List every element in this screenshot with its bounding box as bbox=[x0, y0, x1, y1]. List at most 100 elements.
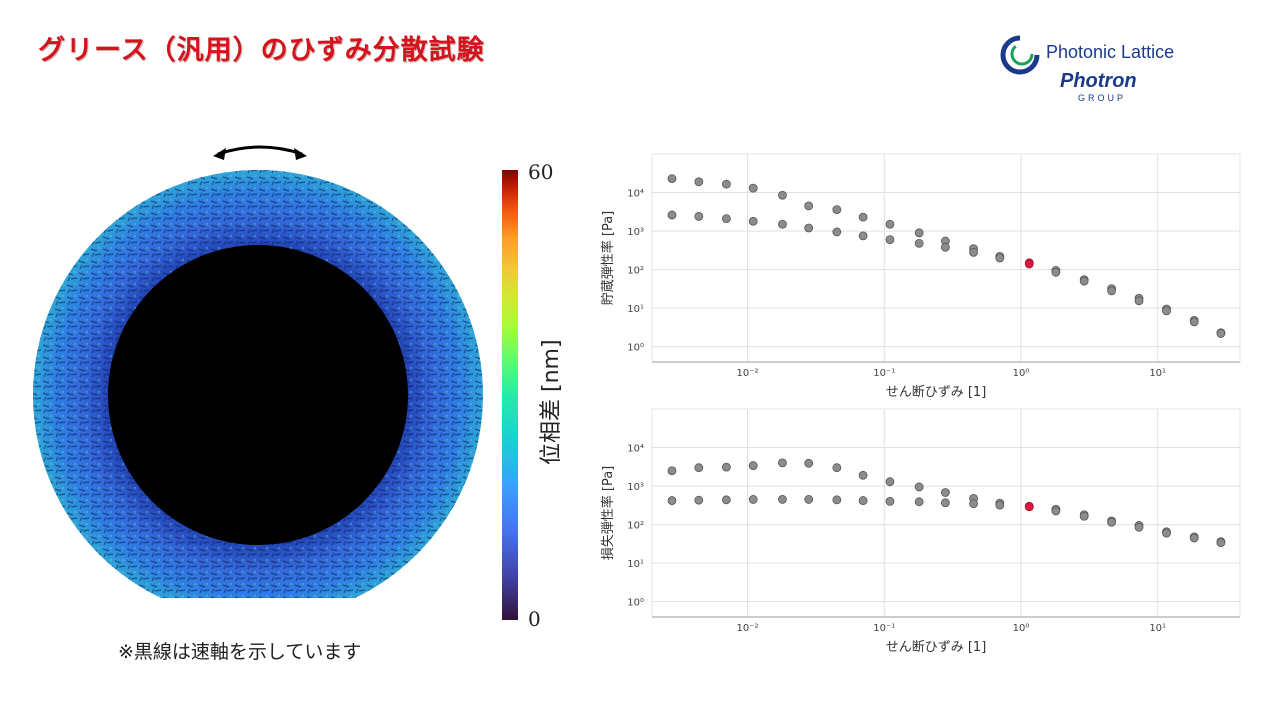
data-point bbox=[914, 497, 924, 507]
data-point bbox=[694, 212, 704, 221]
data-point bbox=[778, 219, 787, 229]
data-point bbox=[832, 205, 842, 215]
data-point bbox=[969, 247, 978, 257]
x-tick-label: 10⁻² bbox=[737, 623, 759, 634]
y-tick-label: 10⁴ bbox=[627, 189, 644, 200]
y-tick-label: 10⁴ bbox=[627, 444, 644, 455]
plot-area bbox=[651, 408, 1241, 618]
data-point bbox=[885, 235, 895, 245]
note-text: ※黒線は速軸を示しています bbox=[118, 641, 362, 663]
data-point bbox=[941, 498, 950, 508]
data-point bbox=[804, 495, 814, 504]
data-point bbox=[914, 482, 924, 492]
data-point bbox=[885, 497, 895, 506]
x-tick-label: 10¹ bbox=[1149, 368, 1166, 379]
data-point bbox=[1134, 296, 1144, 306]
data-point bbox=[748, 216, 758, 226]
y-tick-label: 10⁰ bbox=[627, 343, 644, 354]
data-point bbox=[721, 179, 731, 189]
data-point bbox=[858, 212, 868, 222]
colorbar-label: 位相差 [nm] bbox=[539, 339, 564, 465]
data-point bbox=[748, 461, 758, 470]
colorbar-label-wrap: 位相差 [nm] bbox=[533, 339, 564, 585]
data-point bbox=[995, 500, 1005, 510]
data-point bbox=[914, 228, 924, 238]
data-point bbox=[832, 463, 842, 473]
y-tick-label: 10¹ bbox=[627, 559, 644, 570]
data-point bbox=[667, 210, 677, 220]
y-tick-label: 10³ bbox=[627, 482, 644, 493]
data-point bbox=[1162, 306, 1171, 316]
data-point bbox=[748, 495, 758, 504]
center-shaft bbox=[108, 245, 408, 545]
data-point bbox=[778, 495, 787, 504]
y-tick-label: 10² bbox=[627, 521, 644, 532]
data-point bbox=[721, 214, 731, 224]
logo-text: Photonic Lattice bbox=[1046, 42, 1175, 62]
data-point bbox=[1162, 528, 1171, 538]
x-tick-label: 10⁻¹ bbox=[873, 623, 895, 634]
data-point bbox=[694, 177, 704, 187]
data-point bbox=[858, 470, 868, 480]
data-point bbox=[885, 477, 895, 487]
rotation-arrow-icon bbox=[217, 145, 303, 156]
x-tick-label: 10⁻² bbox=[737, 368, 759, 379]
arrow-head-left bbox=[213, 148, 226, 160]
data-point bbox=[914, 238, 924, 248]
data-point bbox=[721, 462, 731, 472]
x-axis-label: せん断ひずみ [1] bbox=[886, 640, 987, 653]
data-point bbox=[1051, 267, 1061, 277]
data-point bbox=[995, 253, 1005, 263]
arrow-head-right bbox=[294, 148, 307, 160]
data-point bbox=[804, 201, 814, 211]
data-point bbox=[1051, 506, 1061, 516]
y-tick-label: 10⁰ bbox=[627, 598, 644, 609]
data-point bbox=[1107, 517, 1116, 527]
data-point bbox=[721, 495, 731, 505]
storage-modulus-chart: 10⁻² 10⁻¹ 10⁰ 10¹ 10⁰ 10¹ 10² 10³ 10⁴ せん断ひずみ [1] 貯… bbox=[600, 153, 1241, 398]
y-tick-label: 10³ bbox=[627, 227, 644, 238]
colorbar-min-label: 0 bbox=[528, 607, 541, 631]
data-point bbox=[778, 190, 787, 200]
data-point bbox=[832, 495, 842, 505]
data-point bbox=[804, 223, 814, 233]
highlight-point bbox=[1024, 502, 1034, 512]
company-logo: Photonic Lattice Photron GROUP bbox=[1000, 30, 1200, 105]
data-point bbox=[804, 458, 814, 468]
data-point bbox=[694, 495, 704, 505]
data-point bbox=[1189, 533, 1199, 543]
phase-retardation-image bbox=[33, 145, 483, 598]
y-tick-label: 10² bbox=[627, 266, 644, 277]
data-point bbox=[1079, 511, 1089, 521]
colorbar bbox=[502, 170, 518, 620]
data-point bbox=[1216, 329, 1226, 338]
data-point bbox=[1107, 286, 1116, 296]
data-point bbox=[858, 231, 868, 241]
data-point bbox=[667, 496, 677, 505]
data-point bbox=[1134, 522, 1144, 532]
loss-modulus-chart: 10⁻² 10⁻¹ 10⁰ 10¹ 10⁰ 10¹ 10² 10³ 10⁴ せん断ひずみ [1] 損… bbox=[600, 408, 1241, 653]
x-tick-label: 10⁰ bbox=[1013, 368, 1030, 379]
page-title: グリース（汎用）のひずみ分散試験 bbox=[38, 35, 485, 66]
logo-subtitle: Photron bbox=[1060, 70, 1137, 92]
y-axis-label: 貯蔵弾性率 [Pa] bbox=[600, 211, 616, 306]
data-point bbox=[1079, 276, 1089, 286]
plot-area bbox=[651, 153, 1241, 363]
data-point bbox=[832, 227, 842, 237]
data-point bbox=[941, 242, 950, 252]
x-axis-label: せん断ひずみ [1] bbox=[886, 385, 987, 398]
data-point bbox=[778, 458, 787, 468]
y-tick-label: 10¹ bbox=[627, 304, 644, 315]
highlight-point bbox=[1024, 259, 1034, 269]
logo-group-text: GROUP bbox=[1078, 93, 1127, 103]
colorbar-max-label: 60 bbox=[528, 160, 554, 184]
x-tick-label: 10¹ bbox=[1149, 623, 1166, 634]
data-point bbox=[1216, 538, 1226, 548]
data-point bbox=[969, 499, 978, 509]
data-point bbox=[694, 463, 704, 473]
x-tick-label: 10⁰ bbox=[1013, 623, 1030, 634]
data-point bbox=[667, 174, 677, 183]
y-axis-label: 損失弾性率 [Pa] bbox=[600, 466, 616, 561]
data-point bbox=[885, 219, 895, 229]
data-point bbox=[667, 466, 677, 476]
